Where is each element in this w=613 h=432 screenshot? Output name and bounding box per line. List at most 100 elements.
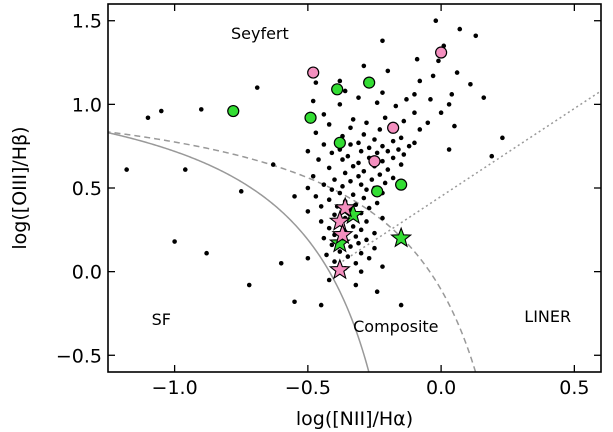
data-point-circle (395, 178, 408, 191)
data-point (366, 145, 372, 151)
data-point (350, 163, 356, 169)
data-point (380, 264, 385, 269)
data-point (361, 168, 367, 174)
data-point-circle (333, 136, 346, 149)
data-point (364, 237, 369, 243)
data-point (356, 173, 361, 179)
data-point (326, 197, 332, 203)
data-point (438, 110, 444, 116)
demarcation-curves (108, 90, 601, 372)
data-point (380, 38, 385, 44)
data-point (340, 184, 345, 189)
data-point (340, 157, 345, 162)
data-point (329, 150, 335, 156)
data-point (382, 180, 388, 186)
data-point-circle (371, 185, 384, 198)
y-tick-label: 0.5 (72, 178, 102, 200)
data-point (198, 107, 204, 112)
data-point (326, 122, 332, 127)
region-label: Seyfert (231, 24, 289, 43)
data-point (313, 130, 319, 136)
data-point (446, 147, 452, 152)
data-point (292, 194, 297, 199)
data-point (318, 219, 324, 224)
data-point (433, 18, 439, 24)
data-point (332, 212, 337, 218)
data-point (412, 110, 417, 116)
data-point (332, 259, 337, 264)
data-point (457, 26, 463, 32)
data-point (310, 98, 316, 104)
data-point (364, 187, 369, 192)
data-point (305, 255, 311, 261)
data-point (401, 152, 407, 157)
data-point (361, 195, 367, 201)
data-point (350, 117, 356, 122)
data-point (350, 192, 356, 197)
data-point (124, 167, 129, 172)
data-point (393, 103, 399, 109)
data-point (385, 68, 391, 74)
data-point (358, 269, 364, 274)
data-point (468, 81, 473, 87)
data-point (348, 179, 353, 184)
data-point (500, 135, 505, 141)
data-point (204, 250, 209, 256)
data-point (337, 249, 343, 254)
data-point (385, 167, 391, 172)
data-point (390, 175, 396, 181)
x-tick-label: 0.0 (426, 377, 456, 399)
data-point (372, 245, 377, 251)
data-point (353, 234, 359, 239)
data-point (380, 215, 385, 221)
data-point (382, 115, 388, 121)
curve-kauffmann (108, 131, 370, 372)
data-point (358, 182, 364, 187)
data-point (374, 150, 380, 156)
data-point-star (331, 223, 354, 245)
data-point-circle (387, 121, 400, 134)
data-point (353, 260, 359, 266)
data-point (332, 177, 337, 182)
data-point (324, 252, 329, 258)
data-point (326, 225, 332, 231)
data-point (305, 209, 311, 214)
data-point-circle (331, 83, 344, 96)
data-point (414, 56, 420, 62)
data-point-star (390, 226, 413, 248)
data-point (321, 112, 327, 117)
curve-kewley (108, 131, 477, 372)
x-tick-label: 0.5 (559, 377, 589, 399)
y-tick-label: 1.0 (72, 94, 102, 116)
data-point (342, 170, 348, 176)
data-point-star (328, 209, 351, 231)
data-point (172, 239, 177, 244)
data-point (380, 158, 385, 164)
data-point (473, 33, 479, 39)
data-point (358, 227, 364, 233)
data-point (316, 157, 321, 162)
y-tick-label: 0.0 (72, 262, 102, 284)
data-point (358, 250, 364, 256)
data-point (380, 143, 385, 149)
region-label: SF (152, 310, 171, 329)
x-tick-label: −0.5 (285, 377, 331, 399)
y-tick-label: 1.5 (72, 11, 102, 33)
data-point (348, 125, 353, 131)
data-point (337, 102, 343, 107)
data-point (238, 189, 244, 194)
data-point (326, 165, 332, 171)
data-point (321, 235, 327, 241)
data-point (396, 147, 401, 152)
data-point (329, 187, 335, 192)
data-point (428, 97, 433, 102)
data-point (337, 78, 343, 84)
data-point (412, 140, 417, 146)
data-point (358, 148, 364, 154)
data-point (313, 194, 319, 199)
data-point (318, 302, 324, 308)
data-point (366, 205, 372, 211)
region-label: LINER (524, 307, 571, 326)
data-point (305, 185, 311, 191)
y-tick-label: −0.5 (56, 345, 102, 367)
